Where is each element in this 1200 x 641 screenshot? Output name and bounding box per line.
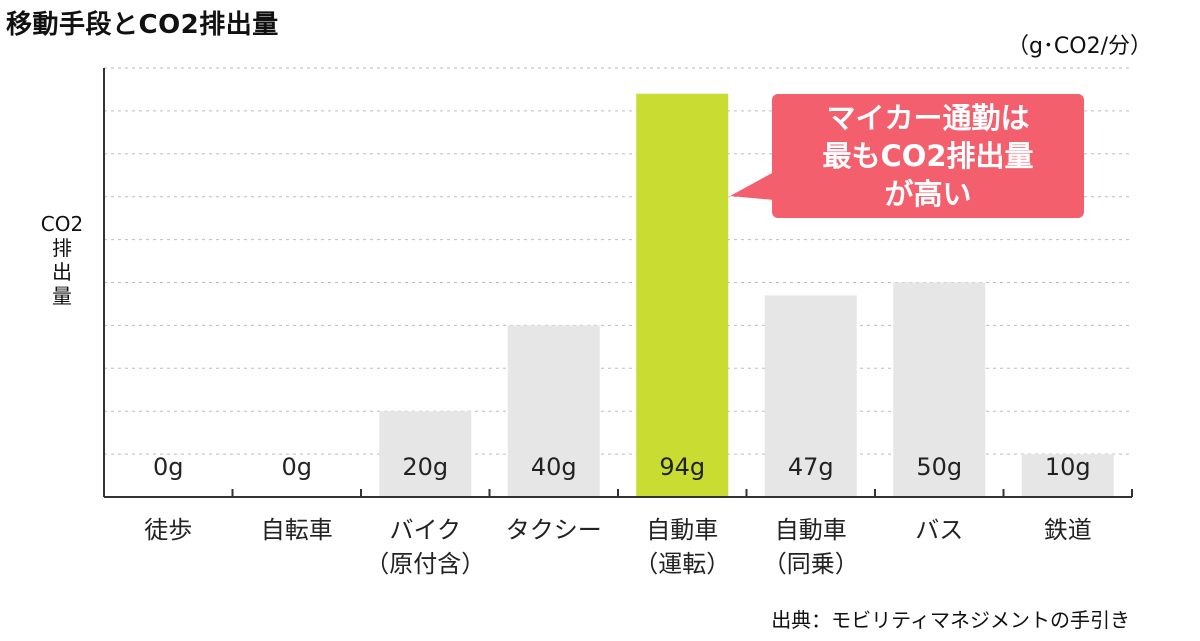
y-axis-label-line: 量 (52, 284, 72, 308)
data-label: 94g (659, 453, 705, 481)
data-label: 0g (281, 453, 312, 481)
x-tick-label: 自動車 (775, 516, 847, 544)
bar (379, 411, 472, 497)
bar (1021, 454, 1114, 497)
bar (636, 93, 729, 498)
chart-title: 移動手段とCO2排出量 (6, 10, 279, 40)
y-axis-label: CO2 排 出 量 (40, 212, 84, 308)
data-label: 50g (916, 453, 962, 481)
callout-line: マイカー通勤は (826, 101, 1030, 135)
x-tick-label: バス (915, 516, 963, 544)
unit-label: （g･CO2/分） (1006, 34, 1152, 59)
callout-box: マイカー通勤は 最もCO2排出量 が高い (772, 94, 1084, 218)
x-tick-label: 鉄道 (1044, 516, 1092, 544)
callout-line: 最もCO2排出量 (822, 139, 1034, 173)
x-tick-label: 自転車 (261, 516, 333, 544)
data-label: 40g (531, 453, 577, 481)
x-tick-label: バイク (389, 516, 461, 544)
x-tick-label: （運転） (634, 550, 730, 578)
source-note: 出典：モビリティマネジメントの手引き (771, 608, 1130, 632)
data-label: 20g (402, 453, 448, 481)
x-tick-label: （同乗） (763, 550, 859, 578)
bar (764, 295, 857, 497)
y-axis-label-line: 排 (52, 236, 72, 260)
x-tick-label: 自動車 (646, 516, 718, 544)
bar (507, 325, 600, 497)
x-tick-label: （原付含） (365, 550, 485, 578)
y-axis-label-line: CO2 (40, 212, 84, 236)
bar (893, 282, 986, 497)
callout-pointer (730, 172, 774, 200)
callout-line: が高い (884, 177, 972, 211)
data-label: 10g (1045, 453, 1091, 481)
x-tick-label: 徒歩 (144, 516, 192, 544)
data-label: 47g (788, 453, 834, 481)
data-label: 0g (153, 453, 184, 481)
x-tick-label: タクシー (506, 516, 602, 544)
y-axis-label-line: 出 (52, 260, 72, 284)
